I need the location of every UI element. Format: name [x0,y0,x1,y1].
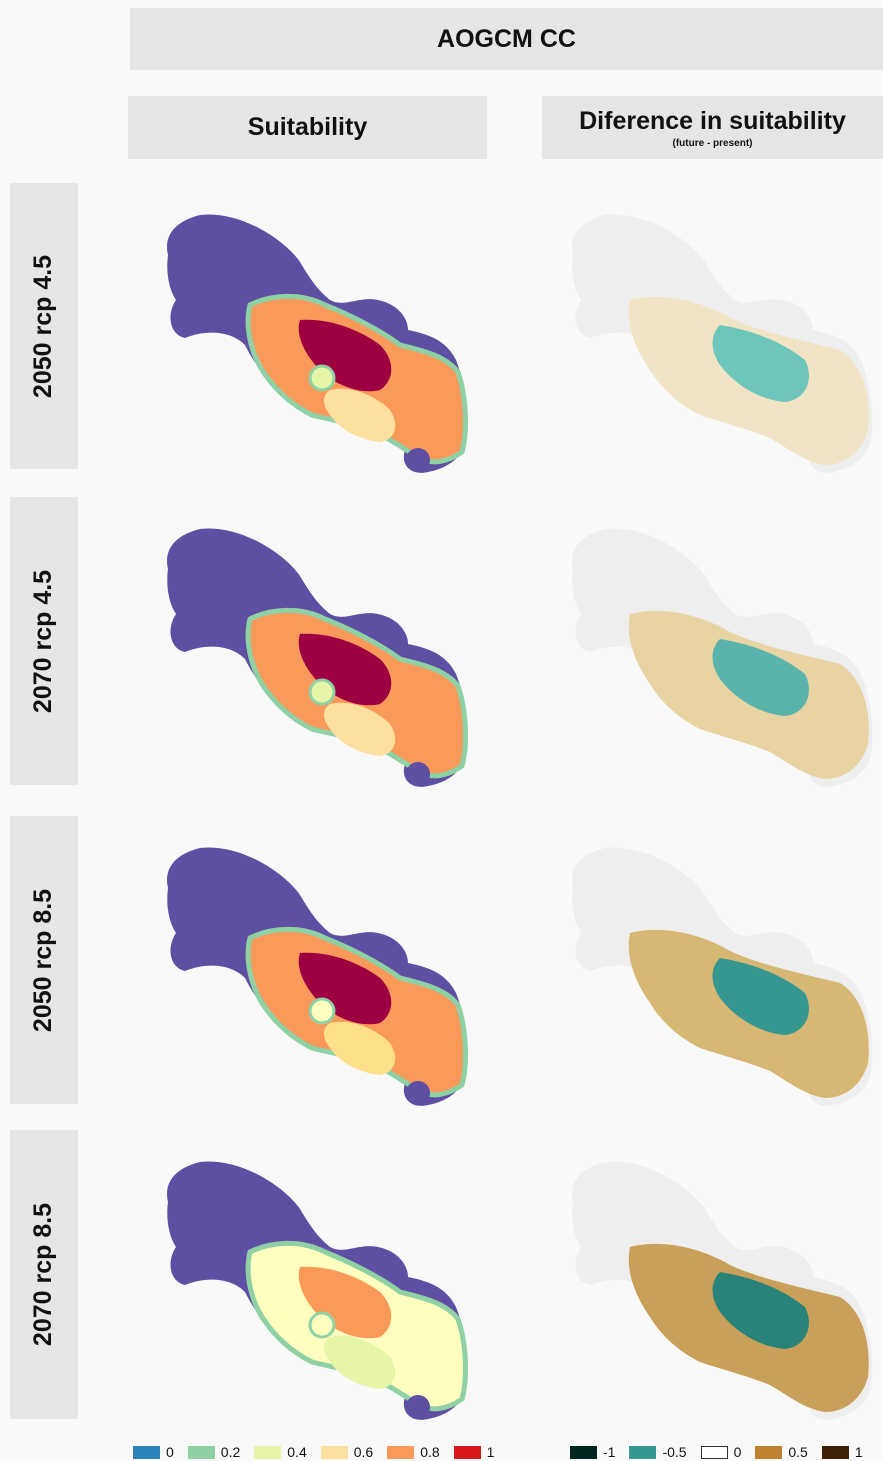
legend-suitability-swatch [187,1445,215,1459]
legend-suitability-swatch [320,1445,348,1459]
suitability-high-area [298,319,392,392]
legend-suitability-item: 0.2 [187,1444,241,1460]
legend-difference-label: -1 [603,1444,616,1460]
suitability-moderate-area [324,1021,396,1075]
legend-suitability-label: 0.8 [420,1444,440,1460]
legend-difference-swatch [821,1445,849,1459]
legend-suitability-swatch [387,1445,415,1459]
suitability-moderate-area [324,702,396,756]
legend-difference-item: 1 [821,1444,863,1460]
row-header-4: 2070 rcp 8.5 [10,1130,78,1419]
suitability-map-1 [167,214,468,473]
legend-suitability-item: 0.8 [387,1444,440,1460]
difference-map-3 [572,847,873,1106]
difference-decrease-area [712,325,809,402]
legend-difference-item: 0.5 [755,1444,808,1460]
legend-suitability-item: 0.6 [320,1444,374,1460]
column-header-difference: Diference in suitability (future - prese… [542,96,883,159]
column-header-suitability-label: Suitability [247,113,368,141]
suitability-local-spot [308,364,336,392]
legend-suitability-label: 0.6 [353,1444,374,1460]
column-header-difference-subtitle: (future - present) [672,137,753,149]
suitability-tail-region [406,448,430,472]
suitability-tail-region [406,1395,430,1419]
suitability-high-area [298,633,392,706]
difference-decrease-area [712,958,809,1035]
suitability-map-4 [167,1161,468,1420]
column-header-suitability: Suitability [128,96,487,159]
suitability-moderate-area [324,1335,396,1389]
legend-difference-swatch [700,1445,728,1459]
legend-difference-item: 0 [700,1444,742,1460]
legend-difference-item: -1 [570,1444,615,1460]
difference-map-2 [572,528,873,787]
suitability-map-2 [167,528,468,787]
legend-suitability-label: 0.4 [287,1444,307,1460]
legend-suitability-label: 0.2 [220,1444,241,1460]
legend-difference-swatch [629,1445,657,1459]
legend-suitability-swatch [453,1445,481,1459]
suitability-local-spot [308,678,336,706]
legend-difference-label: 1 [854,1444,863,1460]
row-header-1: 2050 rcp 4.5 [10,183,78,469]
difference-decrease-area [712,639,809,716]
legend-difference-label: -0.5 [662,1444,687,1460]
legend-difference: -1 -0.5 0 0.5 1 [570,1444,877,1460]
legend-difference-swatch [570,1445,597,1459]
suitability-tail-region [406,1081,430,1105]
suitability-tail-region [406,762,430,786]
suitability-local-spot [308,997,336,1025]
figure-title: AOGCM CC [130,8,883,70]
legend-suitability: 0 0.2 0.4 0.6 0.8 1 [133,1444,508,1460]
suitability-high-area [298,952,392,1025]
row-header-3: 2050 rcp 8.5 [10,816,78,1104]
legend-suitability-item: 0 [133,1444,174,1460]
legend-suitability-label: 0 [166,1444,174,1460]
suitability-moderate-area [324,388,396,442]
column-header-difference-label: Diference in suitability [579,106,846,135]
suitability-high-area [298,1266,392,1339]
legend-difference-label: 0 [733,1444,742,1460]
difference-decrease-area [712,1272,809,1349]
legend-suitability-item: 0.4 [254,1444,307,1460]
suitability-map-3 [167,847,468,1106]
legend-suitability-label: 1 [486,1444,495,1460]
legend-suitability-swatch [133,1445,160,1459]
legend-difference-swatch [755,1445,783,1459]
legend-suitability-swatch [254,1445,282,1459]
legend-difference-label: 0.5 [788,1444,808,1460]
suitability-local-spot [308,1311,336,1339]
legend-difference-item: -0.5 [629,1444,687,1460]
row-header-2: 2070 rcp 4.5 [10,497,78,785]
legend-suitability-item: 1 [453,1444,495,1460]
difference-map-1 [572,214,873,473]
difference-map-4 [572,1161,873,1420]
